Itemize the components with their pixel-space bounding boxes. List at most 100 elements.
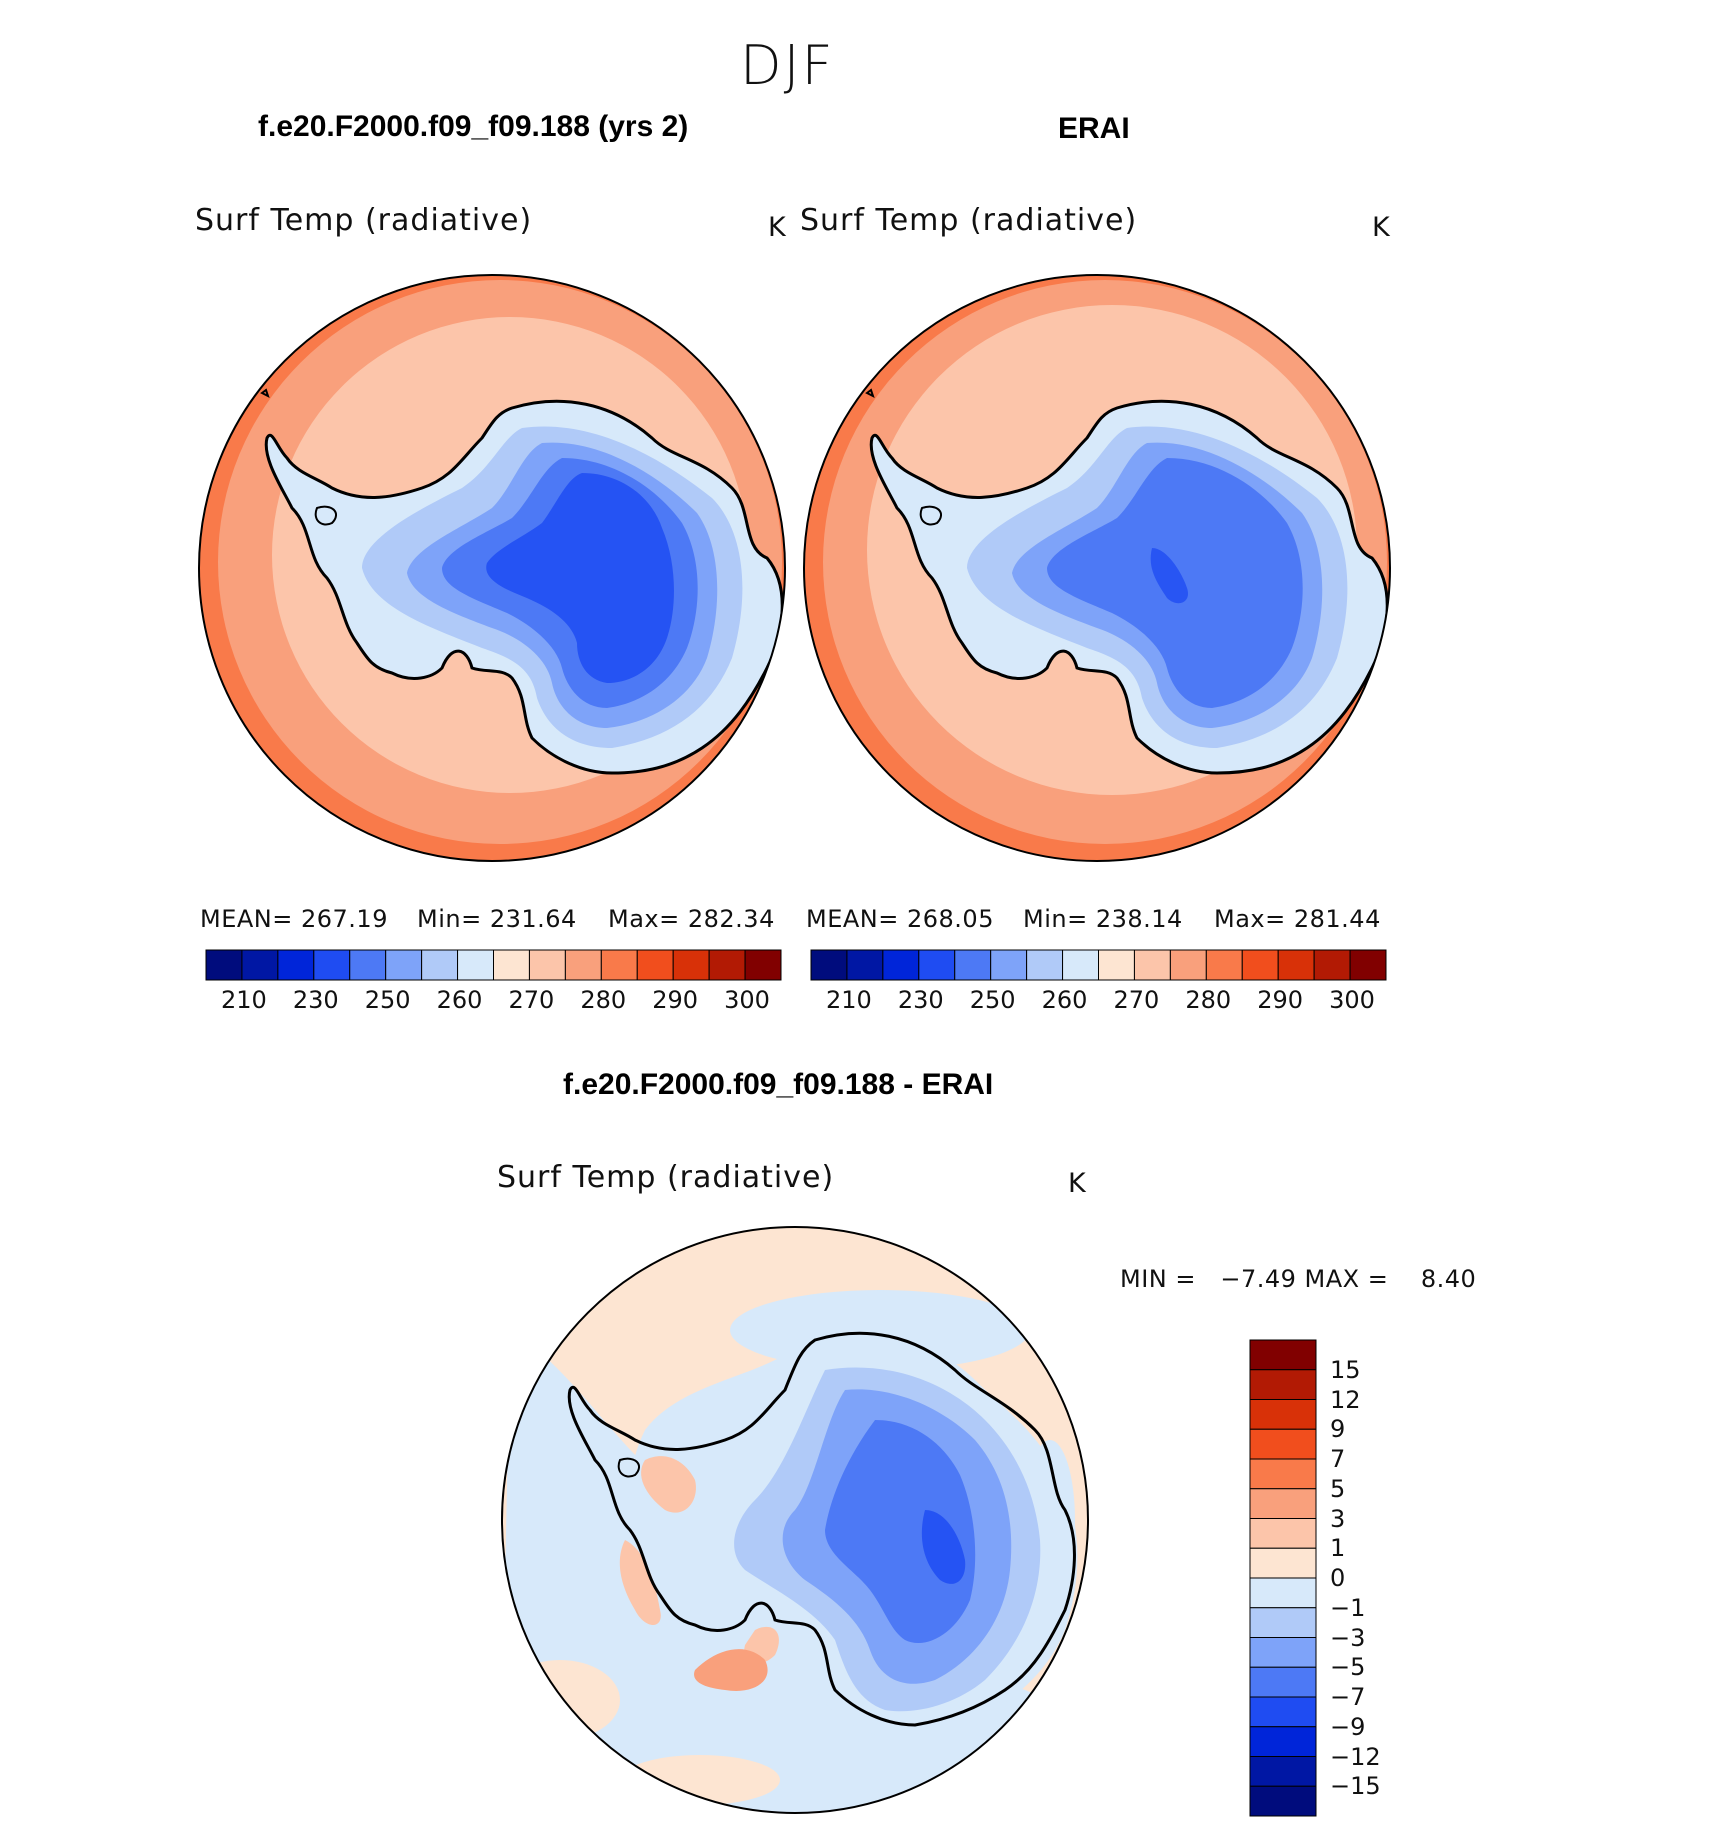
colorbar-swatch bbox=[1277, 949, 1315, 981]
colorbar-tick-label: 300 bbox=[1329, 986, 1375, 1014]
colorbar-swatch bbox=[600, 949, 638, 981]
colorbar-swatch bbox=[672, 949, 710, 981]
colorbar-tick-label: 210 bbox=[825, 986, 872, 1014]
colorbar-tick-label: 210 bbox=[220, 986, 267, 1014]
colorbar-swatch bbox=[918, 949, 956, 981]
colorbar-swatch bbox=[241, 949, 279, 981]
obs-max-stat: Max= 281.44 bbox=[1214, 905, 1381, 933]
colorbar-swatch bbox=[205, 949, 243, 981]
colorbar-swatch bbox=[1249, 1666, 1317, 1698]
colorbar-tick-label: −15 bbox=[1330, 1772, 1381, 1801]
model-case-title: f.e20.F2000.f09_f09.188 (yrs 2) bbox=[258, 110, 689, 143]
colorbar-swatch bbox=[1249, 1369, 1317, 1400]
season-title: DJF bbox=[740, 34, 835, 97]
colorbar-swatch bbox=[1249, 1488, 1317, 1519]
colorbar-swatch bbox=[1249, 1399, 1317, 1430]
colorbar-swatch bbox=[1349, 949, 1387, 981]
colorbar-swatch bbox=[277, 949, 315, 981]
model-mean-stat: MEAN= 267.19 bbox=[200, 905, 388, 933]
colorbar-swatch bbox=[1205, 949, 1243, 981]
colorbar-swatch bbox=[385, 949, 423, 981]
colorbar-tick-label: −3 bbox=[1330, 1623, 1366, 1652]
colorbar-swatch bbox=[457, 949, 494, 981]
obs-min-stat: Min= 238.14 bbox=[1023, 905, 1183, 933]
colorbar-tick-label: 1 bbox=[1330, 1534, 1346, 1563]
obs-map bbox=[804, 275, 1390, 861]
colorbar-swatch bbox=[564, 949, 602, 981]
colorbar-swatch bbox=[1098, 949, 1135, 981]
colorbar-swatch bbox=[1249, 1756, 1317, 1787]
colorbar-tick-label: 260 bbox=[436, 986, 483, 1014]
colorbar-swatch bbox=[1249, 1607, 1317, 1638]
obs-case-title: ERAI bbox=[1058, 112, 1130, 145]
colorbar-tick-label: 230 bbox=[292, 986, 339, 1014]
colorbar-swatch bbox=[1241, 949, 1279, 981]
colorbar-swatch bbox=[1133, 949, 1171, 981]
diff-map bbox=[502, 1227, 1088, 1813]
colorbar-swatch bbox=[810, 949, 848, 981]
colorbar-swatch bbox=[846, 949, 884, 981]
colorbar-tick-label: 300 bbox=[724, 986, 770, 1014]
colorbar-tick-label: 270 bbox=[1113, 986, 1160, 1014]
obs-mean-stat: MEAN= 268.05 bbox=[806, 905, 994, 933]
model-min-stat: Min= 231.64 bbox=[417, 905, 577, 933]
colorbar-swatch bbox=[1026, 949, 1064, 981]
diff-minmax-stat: MIN = −7.49 MAX = 8.40 bbox=[1120, 1265, 1477, 1293]
colorbar-tick-label: 270 bbox=[508, 986, 555, 1014]
colorbar-swatch bbox=[1249, 1339, 1317, 1371]
colorbar-tick-label: 7 bbox=[1330, 1445, 1346, 1473]
colorbar-tick-label: 250 bbox=[364, 986, 411, 1014]
colorbar-swatch bbox=[744, 949, 782, 981]
colorbar-swatch bbox=[1249, 1518, 1317, 1549]
colorbar-tick-label: 250 bbox=[969, 986, 1016, 1014]
colorbar-swatch bbox=[1249, 1726, 1317, 1757]
colorbar-swatch bbox=[1249, 1637, 1317, 1668]
colorbar-swatch bbox=[528, 949, 566, 981]
colorbar-tick-label: 0 bbox=[1330, 1564, 1346, 1592]
diff-units-label: K bbox=[1068, 1168, 1086, 1199]
colorbar-tick-label: 230 bbox=[897, 986, 944, 1014]
colorbar-tick-label: −5 bbox=[1330, 1653, 1366, 1682]
colorbar-tick-label: 280 bbox=[1185, 986, 1232, 1014]
colorbar-swatch bbox=[1249, 1547, 1317, 1579]
colorbar-tick-label: 12 bbox=[1330, 1385, 1361, 1414]
model-max-stat: Max= 282.34 bbox=[608, 905, 775, 933]
colorbar-tick-label: 280 bbox=[580, 986, 627, 1014]
colorbar-swatch bbox=[493, 949, 530, 981]
colorbar-swatch bbox=[636, 949, 674, 981]
colorbar-swatch bbox=[349, 949, 387, 981]
colorbar-swatch bbox=[954, 949, 992, 981]
model-variable-title: Surf Temp (radiative) bbox=[195, 203, 533, 238]
colorbar-swatch bbox=[708, 949, 746, 981]
diff-variable-title: Surf Temp (radiative) bbox=[497, 1160, 835, 1195]
colorbar-swatch bbox=[990, 949, 1028, 981]
colorbar-swatch bbox=[1313, 949, 1351, 981]
colorbar-tick-label: 3 bbox=[1330, 1504, 1346, 1533]
diff-case-title: f.e20.F2000.f09_f09.188 - ERAI bbox=[563, 1068, 994, 1101]
colorbar-swatch bbox=[1062, 949, 1099, 981]
colorbar-swatch bbox=[882, 949, 920, 981]
colorbar-tick-label: 290 bbox=[652, 986, 698, 1014]
colorbar-swatch bbox=[1249, 1458, 1317, 1490]
obs-colorbar bbox=[810, 949, 1387, 981]
colorbar-swatch bbox=[1169, 949, 1207, 981]
colorbar-tick-label: −9 bbox=[1330, 1712, 1366, 1741]
obs-units-label: K bbox=[1372, 212, 1390, 243]
colorbar-swatch bbox=[1249, 1577, 1317, 1609]
colorbar-tick-label: −1 bbox=[1330, 1593, 1366, 1622]
colorbar-swatch bbox=[1249, 1428, 1317, 1460]
model-units-label: K bbox=[768, 212, 786, 243]
colorbar-tick-label: 260 bbox=[1041, 986, 1088, 1014]
obs-variable-title: Surf Temp (radiative) bbox=[800, 203, 1138, 238]
colorbar-tick-label: −12 bbox=[1330, 1742, 1381, 1771]
colorbar-tick-label: 9 bbox=[1330, 1415, 1346, 1444]
diff-colorbar bbox=[1249, 1339, 1317, 1817]
colorbar-tick-label: 290 bbox=[1257, 986, 1303, 1014]
colorbar-swatch bbox=[1249, 1785, 1317, 1817]
colorbar-tick-label: −7 bbox=[1330, 1683, 1366, 1711]
model-map bbox=[199, 275, 785, 861]
colorbar-tick-label: 5 bbox=[1330, 1474, 1346, 1503]
colorbar-swatch bbox=[421, 949, 459, 981]
colorbar-tick-label: 15 bbox=[1330, 1355, 1361, 1384]
